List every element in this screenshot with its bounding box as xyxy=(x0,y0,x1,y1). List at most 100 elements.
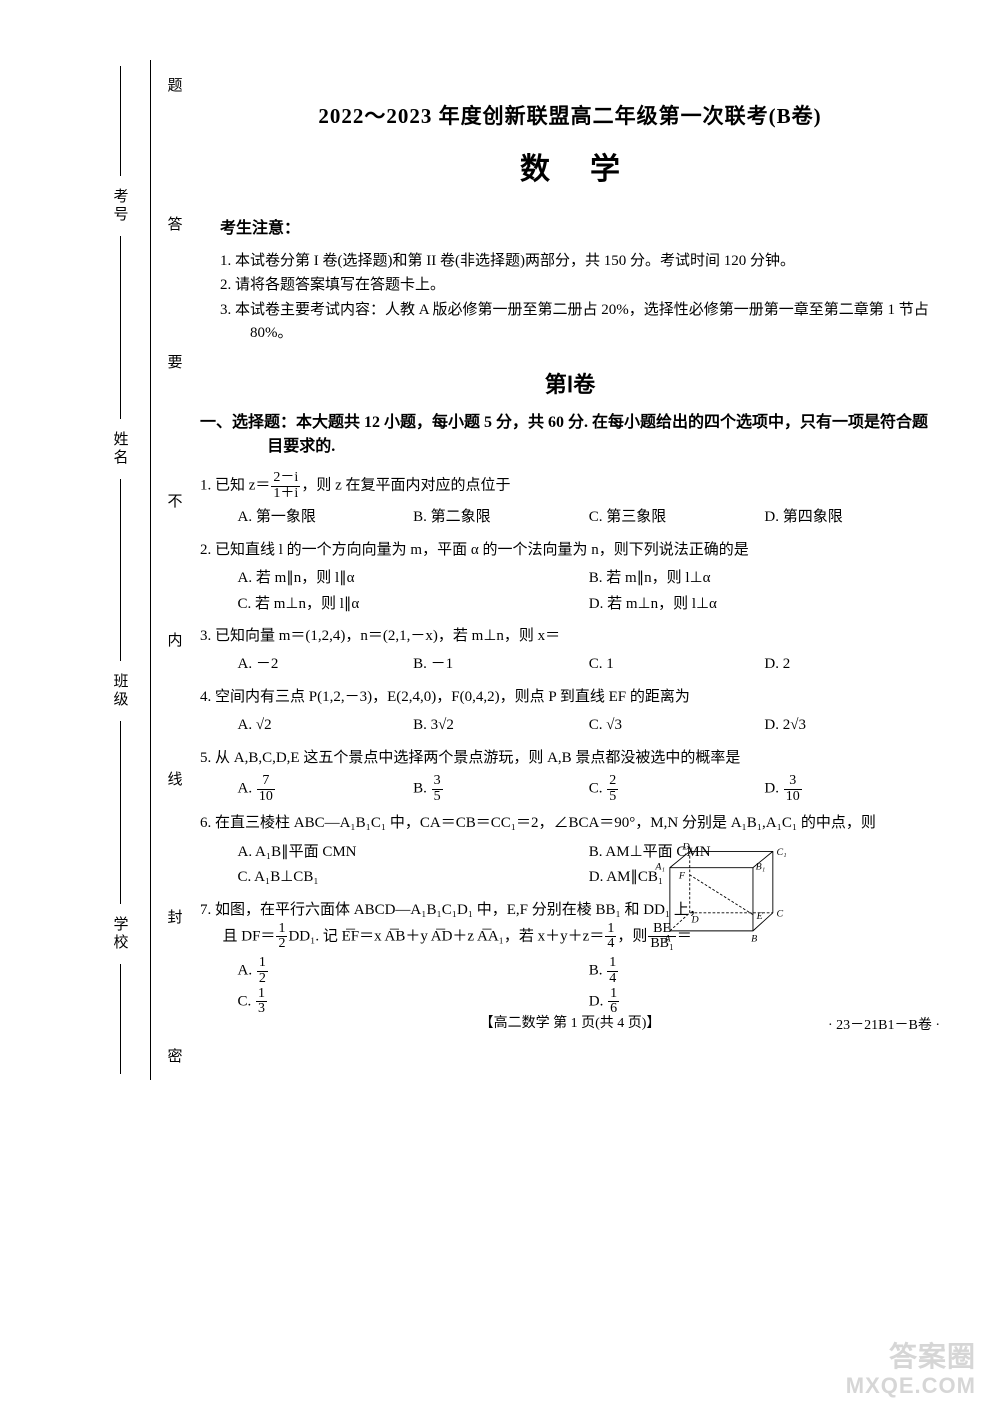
option: A. －2 xyxy=(238,652,414,678)
fraction: 310 xyxy=(784,774,802,804)
q-num: 2. xyxy=(200,542,211,558)
seal-char: 封 xyxy=(167,906,182,927)
fraction: 14 xyxy=(607,956,618,986)
pt-F: F xyxy=(678,871,686,882)
option: B. 35 xyxy=(413,774,589,804)
options: A. √2 B. 3√2 C. √3 D. 2√3 xyxy=(238,713,941,739)
pt-B: B xyxy=(751,934,757,945)
binding-label-school: 学校 xyxy=(110,916,131,952)
seal-char: 题 xyxy=(167,74,182,95)
option: D. 2√3 xyxy=(764,713,940,739)
binding-line xyxy=(120,66,121,176)
options: A. 若 m∥n，则 l∥α B. 若 m∥n，则 l⊥α C. 若 m⊥n，则… xyxy=(238,566,941,617)
option: C. 第三象限 xyxy=(589,505,765,531)
q-stem: 如图，在平行六面体 ABCD—A₁B₁C₁D₁ 中，E,F 分别在棱 BB₁ 和… xyxy=(215,902,704,918)
q-stem: 从 A,B,C,D,E 这五个景点中选择两个景点游玩，则 A,B 景点都没被选中… xyxy=(215,750,740,766)
binding-line xyxy=(120,479,121,662)
notice-item: 2. 请将各题答案填写在答题卡上。 xyxy=(220,274,940,297)
q-stem: ，则 z 在复平面内对应的点位于 xyxy=(301,478,510,494)
option: D. 第四象限 xyxy=(764,505,940,531)
section-title: 第Ⅰ卷 xyxy=(200,367,940,399)
q-num: 4. xyxy=(200,689,211,705)
binding-label-name: 姓名 xyxy=(110,431,131,467)
options: A. 第一象限 B. 第二象限 C. 第三象限 D. 第四象限 xyxy=(238,505,941,531)
option: A. 若 m∥n，则 l∥α xyxy=(238,566,589,592)
fraction: 2－i1＋i xyxy=(271,471,300,501)
question-6: 6. 在直三棱柱 ABC—A₁B₁C₁ 中，CA＝CB＝CC₁＝2，∠BCA＝9… xyxy=(200,812,940,890)
notice-heading: 考生注意： xyxy=(220,214,940,238)
fraction: 14 xyxy=(605,922,616,952)
question-7: 7. 如图，在平行六面体 ABCD—A₁B₁C₁D₁ 中，E,F 分别在棱 BB… xyxy=(200,899,940,1017)
binding-column: 考号 姓名 班级 学校 xyxy=(90,60,150,1080)
options: A. 710 B. 35 C. 25 D. 310 xyxy=(238,774,941,804)
watermark-line2: MXQE.COM xyxy=(846,1374,976,1398)
option: B. 14 xyxy=(589,956,940,986)
seal-char: 答 xyxy=(167,213,182,234)
option: B. 若 m∥n，则 l⊥α xyxy=(589,566,940,592)
option: A. A₁B∥平面 CMN xyxy=(238,840,589,866)
q-num: 1. xyxy=(200,478,211,494)
watermark-line1: 答案圈 xyxy=(846,1343,976,1374)
option: B. 3√2 xyxy=(413,713,589,739)
fraction: 12 xyxy=(257,956,268,986)
pt-C: C xyxy=(776,908,783,919)
notice-item: 3. 本试卷主要考试内容：人教 A 版必修第一册至第二册占 20%，选择性必修第… xyxy=(220,299,940,346)
q-stem: 已知直线 l 的一个方向向量为 m，平面 α 的一个法向量为 n，则下列说法正确… xyxy=(215,542,749,558)
page: 考号 姓名 班级 学校 题 答 要 不 内 线 封 密 2022～2023 年度… xyxy=(0,0,1000,1414)
pt-A1: A₁ xyxy=(654,861,665,872)
exam-header: 2022～2023 年度创新联盟高二年级第一次联考(B卷) xyxy=(200,100,940,130)
options: A. A₁B∥平面 CMN B. AM⊥平面 CMN C. A₁B⊥CB₁ D.… xyxy=(238,840,941,891)
q-num: 5. xyxy=(200,750,211,766)
notice-list: 1. 本试卷分第 I 卷(选择题)和第 II 卷(非选择题)两部分，共 150 … xyxy=(220,250,940,345)
option: D. 2 xyxy=(764,652,940,678)
option: C. 若 m⊥n，则 l∥α xyxy=(238,592,589,618)
pt-E: E xyxy=(756,911,763,922)
option: C. 25 xyxy=(589,774,765,804)
seal-char: 要 xyxy=(167,351,182,372)
seal-char: 线 xyxy=(167,768,182,789)
fraction: 710 xyxy=(257,774,275,804)
q-stem: 已知向量 m＝(1,2,4)，n＝(2,1,－x)，若 m⊥n，则 x＝ xyxy=(215,628,560,644)
question-5: 5. 从 A,B,C,D,E 这五个景点中选择两个景点游玩，则 A,B 景点都没… xyxy=(200,747,940,805)
options: A. 12 B. 14 C. 13 D. 16 xyxy=(238,956,941,1017)
option: A. 710 xyxy=(238,774,414,804)
question-1: 1. 已知 z＝2－i1＋i，则 z 在复平面内对应的点位于 A. 第一象限 B… xyxy=(200,471,940,531)
option: D. 若 m⊥n，则 l⊥α xyxy=(589,592,940,618)
pt-C1: C₁ xyxy=(776,847,786,858)
q-num: 6. xyxy=(200,815,211,831)
option: A. 第一象限 xyxy=(238,505,414,531)
option: A. √2 xyxy=(238,713,414,739)
seal-char: 内 xyxy=(167,629,182,650)
option: C. √3 xyxy=(589,713,765,739)
pt-A: A xyxy=(663,934,671,945)
fraction: 25 xyxy=(607,774,618,804)
option: B. －1 xyxy=(413,652,589,678)
fraction: 12 xyxy=(276,922,287,952)
options: A. －2 B. －1 C. 1 D. 2 xyxy=(238,652,941,678)
option: A. 12 xyxy=(238,956,589,986)
subject-title: 数学 xyxy=(200,144,940,188)
pt-D: D xyxy=(691,915,700,926)
binding-label-class: 班级 xyxy=(110,673,131,709)
seal-column: 题 答 要 不 内 线 封 密 xyxy=(160,60,190,1080)
pt-B1: B₁ xyxy=(756,861,766,872)
parallelepiped-diagram: A B C D A₁ B₁ C₁ D₁ E F xyxy=(650,840,790,945)
question-4: 4. 空间内有三点 P(1,2,－3)，E(2,4,0)，F(0,4,2)，则点… xyxy=(200,686,940,739)
option: B. 第二象限 xyxy=(413,505,589,531)
q-stem: 空间内有三点 P(1,2,－3)，E(2,4,0)，F(0,4,2)，则点 P … xyxy=(215,689,690,705)
binding-line xyxy=(120,236,121,419)
binding-line xyxy=(120,964,121,1074)
notice-item: 1. 本试卷分第 I 卷(选择题)和第 II 卷(非选择题)两部分，共 150 … xyxy=(220,250,940,273)
q-stem: 在直三棱柱 ABC—A₁B₁C₁ 中，CA＝CB＝CC₁＝2，∠BCA＝90°，… xyxy=(215,815,876,831)
binding-line xyxy=(120,721,121,904)
q-stem: 已知 z＝ xyxy=(215,478,270,494)
seal-char: 不 xyxy=(167,490,182,511)
page-footer: 【高二数学 第 1 页(共 4 页)】 · 23－21B1－B卷 · xyxy=(200,1012,940,1034)
fraction: 35 xyxy=(432,774,443,804)
main-content: 2022～2023 年度创新联盟高二年级第一次联考(B卷) 数学 考生注意： 1… xyxy=(200,100,940,1021)
question-2: 2. 已知直线 l 的一个方向向量为 m，平面 α 的一个法向量为 n，则下列说… xyxy=(200,539,940,617)
option: C. 1 xyxy=(589,652,765,678)
q-num: 7. xyxy=(200,902,211,918)
section-desc: 一、选择题：本大题共 12 小题，每小题 5 分，共 60 分. 在每小题给出的… xyxy=(200,411,940,459)
question-3: 3. 已知向量 m＝(1,2,4)，n＝(2,1,－x)，若 m⊥n，则 x＝ … xyxy=(200,625,940,678)
